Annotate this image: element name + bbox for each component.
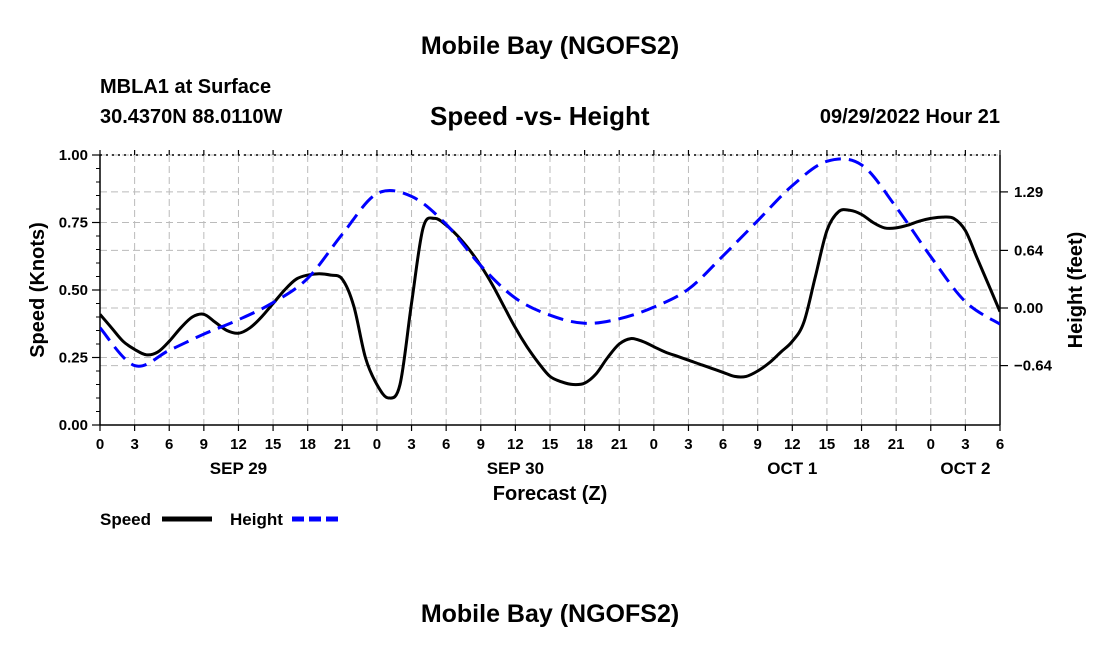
x-tick-label: 3 — [684, 436, 692, 453]
x-tick-label: 12 — [507, 436, 524, 453]
forecast-datetime: 09/29/2022 Hour 21 — [819, 106, 1000, 128]
y-left-tick-label: 0.50 — [59, 282, 88, 299]
x-tick-label: 15 — [542, 436, 559, 453]
x-tick-label: 9 — [200, 436, 208, 453]
x-tick-label: 15 — [265, 436, 282, 453]
x-tick-label: 0 — [96, 436, 104, 453]
x-tick-label: 6 — [165, 436, 173, 453]
date-label: OCT 2 — [940, 459, 990, 478]
x-tick-label: 18 — [853, 436, 870, 453]
series-line-height — [100, 157, 1000, 368]
date-label: SEP 29 — [210, 459, 267, 478]
station-coordinates: 30.4370N 88.0110W — [100, 106, 283, 128]
y-right-tick-label: 0.00 — [1014, 300, 1043, 317]
x-axis-label: Forecast (Z) — [493, 483, 607, 505]
date-label: SEP 30 — [487, 459, 544, 478]
y-left-tick-label: 0.25 — [59, 350, 88, 367]
y-left-tick-label: 0.75 — [59, 215, 88, 232]
y-right-tick-label: 0.64 — [1014, 242, 1044, 259]
x-tick-label: 6 — [442, 436, 450, 453]
x-tick-label: 3 — [407, 436, 415, 453]
x-tick-label: 0 — [650, 436, 658, 453]
x-tick-label: 6 — [996, 436, 1004, 453]
chart-subtitle: Speed -vs- Height — [430, 101, 650, 131]
y-right-tick-label: 1.29 — [1014, 184, 1043, 201]
x-tick-label: 3 — [961, 436, 969, 453]
date-label: OCT 1 — [767, 459, 817, 478]
x-tick-label: 9 — [477, 436, 485, 453]
x-tick-label: 21 — [888, 436, 905, 453]
x-tick-label: 0 — [373, 436, 381, 453]
x-tick-label: 21 — [611, 436, 628, 453]
y-left-tick-label: 0.00 — [59, 417, 88, 434]
x-tick-label: 12 — [230, 436, 247, 453]
legend-label-height: Height — [230, 510, 283, 529]
bottom-title: Mobile Bay (NGOFS2) — [420, 600, 680, 628]
y-right-axis-label: Height (feet) — [1065, 232, 1087, 349]
x-tick-label: 15 — [819, 436, 836, 453]
y-left-axis-label: Speed (Knots) — [27, 222, 49, 358]
x-tick-label: 18 — [299, 436, 316, 453]
series-line-speed — [100, 208, 1000, 400]
x-tick-label: 21 — [334, 436, 351, 453]
x-tick-label: 3 — [130, 436, 138, 453]
x-tick-label: 6 — [719, 436, 727, 453]
y-right-tick-label: −0.64 — [1014, 358, 1053, 375]
x-tick-label: 12 — [784, 436, 801, 453]
chart-title: Mobile Bay (NGOFS2) — [420, 32, 680, 60]
station-label: MBLA1 at Surface — [100, 76, 272, 98]
legend-label-speed: Speed — [100, 510, 151, 529]
x-tick-label: 0 — [927, 436, 935, 453]
x-tick-label: 18 — [576, 436, 593, 453]
x-tick-label: 9 — [754, 436, 762, 453]
y-left-tick-label: 1.00 — [59, 147, 88, 164]
